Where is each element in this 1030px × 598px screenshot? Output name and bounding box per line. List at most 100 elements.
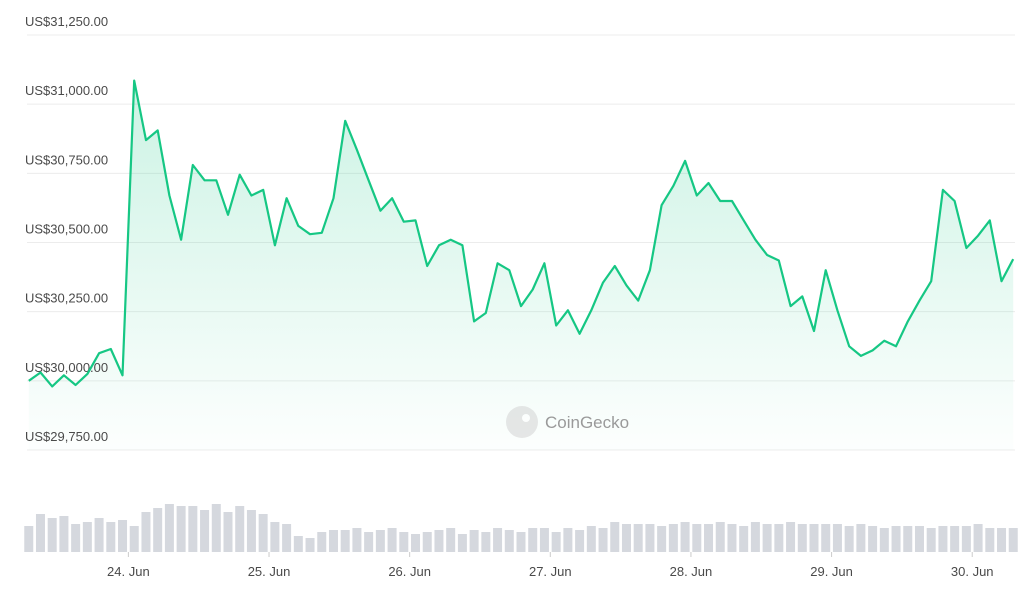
volume-bar: [35, 514, 45, 552]
price-area: [28, 80, 1014, 450]
x-tick-label: 29. Jun: [810, 564, 853, 579]
volume-bar: [94, 518, 104, 552]
x-tick-label: 28. Jun: [670, 564, 713, 579]
volume-bar: [539, 528, 549, 552]
volume-bar: [399, 532, 409, 552]
volume-bar: [586, 526, 596, 552]
volume-bar: [997, 528, 1007, 552]
volume-bar: [305, 538, 315, 552]
watermark-text: CoinGecko: [545, 413, 629, 432]
volume-bar: [950, 526, 960, 552]
x-tick-label: 25. Jun: [248, 564, 291, 579]
volume-bar: [411, 534, 421, 552]
volume-bar: [340, 530, 350, 552]
volume-bar: [200, 510, 210, 552]
y-tick-label: US$30,500.00: [25, 222, 108, 237]
volume-bar: [106, 522, 116, 552]
volume-bar: [844, 526, 854, 552]
volume-bar: [750, 522, 760, 552]
volume-bar: [973, 524, 983, 552]
volume-bar: [645, 524, 655, 552]
volume-bar: [891, 526, 901, 552]
volume-bar: [868, 526, 878, 552]
watermark: [506, 406, 538, 438]
volume-bar: [856, 524, 866, 552]
volume-bar: [164, 504, 174, 552]
x-tick-label: 26. Jun: [388, 564, 431, 579]
volume-bar: [598, 528, 608, 552]
volume-bar: [774, 524, 784, 552]
volume-bar: [457, 534, 467, 552]
volume-bar: [985, 528, 995, 552]
volume-bar: [528, 528, 538, 552]
volume-bar: [621, 524, 631, 552]
volume-bar: [82, 522, 92, 552]
volume-bar: [786, 522, 796, 552]
volume-bar: [129, 526, 139, 552]
volume-bar: [926, 528, 936, 552]
x-tick-label: 24. Jun: [107, 564, 150, 579]
volume-bar: [387, 528, 397, 552]
volume-bar: [246, 510, 256, 552]
volume-bar: [961, 526, 971, 552]
volume-bar: [481, 532, 491, 552]
volume-bar: [469, 530, 479, 552]
volume-bar: [71, 524, 81, 552]
volume-bar: [282, 524, 292, 552]
volume-bar: [575, 530, 585, 552]
volume-bar: [317, 532, 327, 552]
volume-bar: [211, 504, 221, 552]
volume-bar: [633, 524, 643, 552]
y-tick-label: US$29,750.00: [25, 429, 108, 444]
volume-bar: [832, 524, 842, 552]
volume-bar: [446, 528, 456, 552]
watermark-logo-eye: [522, 414, 530, 422]
volume-bar: [47, 518, 57, 552]
y-tick-label: US$30,750.00: [25, 152, 108, 167]
volume-bar: [422, 532, 432, 552]
volume-bar: [692, 524, 702, 552]
volume-bar: [141, 512, 151, 552]
volume-bar: [176, 506, 186, 552]
volume-bar: [375, 530, 385, 552]
volume-bar: [364, 532, 374, 552]
volume-bar: [563, 528, 573, 552]
volume-bar: [704, 524, 714, 552]
volume-bar: [504, 530, 514, 552]
volume-bar: [118, 520, 128, 552]
volume-bar: [235, 506, 245, 552]
volume-bar: [739, 526, 749, 552]
x-tick-label: 30. Jun: [951, 564, 994, 579]
volume-bar: [821, 524, 831, 552]
volume-bar: [258, 514, 268, 552]
y-tick-label: US$31,000.00: [25, 83, 108, 98]
volume-bar: [668, 524, 678, 552]
volume-bar: [715, 522, 725, 552]
volume-bar: [809, 524, 819, 552]
volume-bar: [493, 528, 503, 552]
volume-bar: [727, 524, 737, 552]
volume-bar: [223, 512, 233, 552]
volume-bar: [270, 522, 280, 552]
volume-bar: [903, 526, 913, 552]
volume-bar: [188, 506, 198, 552]
volume-bar: [938, 526, 948, 552]
y-tick-label: US$31,250.00: [25, 14, 108, 29]
volume-bar: [610, 522, 620, 552]
volume-bar: [1008, 528, 1018, 552]
volume-bar: [657, 526, 667, 552]
volume-bar: [59, 516, 69, 552]
volume-bar: [24, 526, 34, 552]
volume-bar: [516, 532, 526, 552]
volume-bar: [551, 532, 561, 552]
y-tick-label: US$30,000.00: [25, 360, 108, 375]
volume-bar: [352, 528, 362, 552]
y-tick-label: US$30,250.00: [25, 291, 108, 306]
volume-bar: [680, 522, 690, 552]
volume-bar: [914, 526, 924, 552]
x-tick-label: 27. Jun: [529, 564, 572, 579]
volume-bar: [434, 530, 444, 552]
volume-bar: [153, 508, 163, 552]
